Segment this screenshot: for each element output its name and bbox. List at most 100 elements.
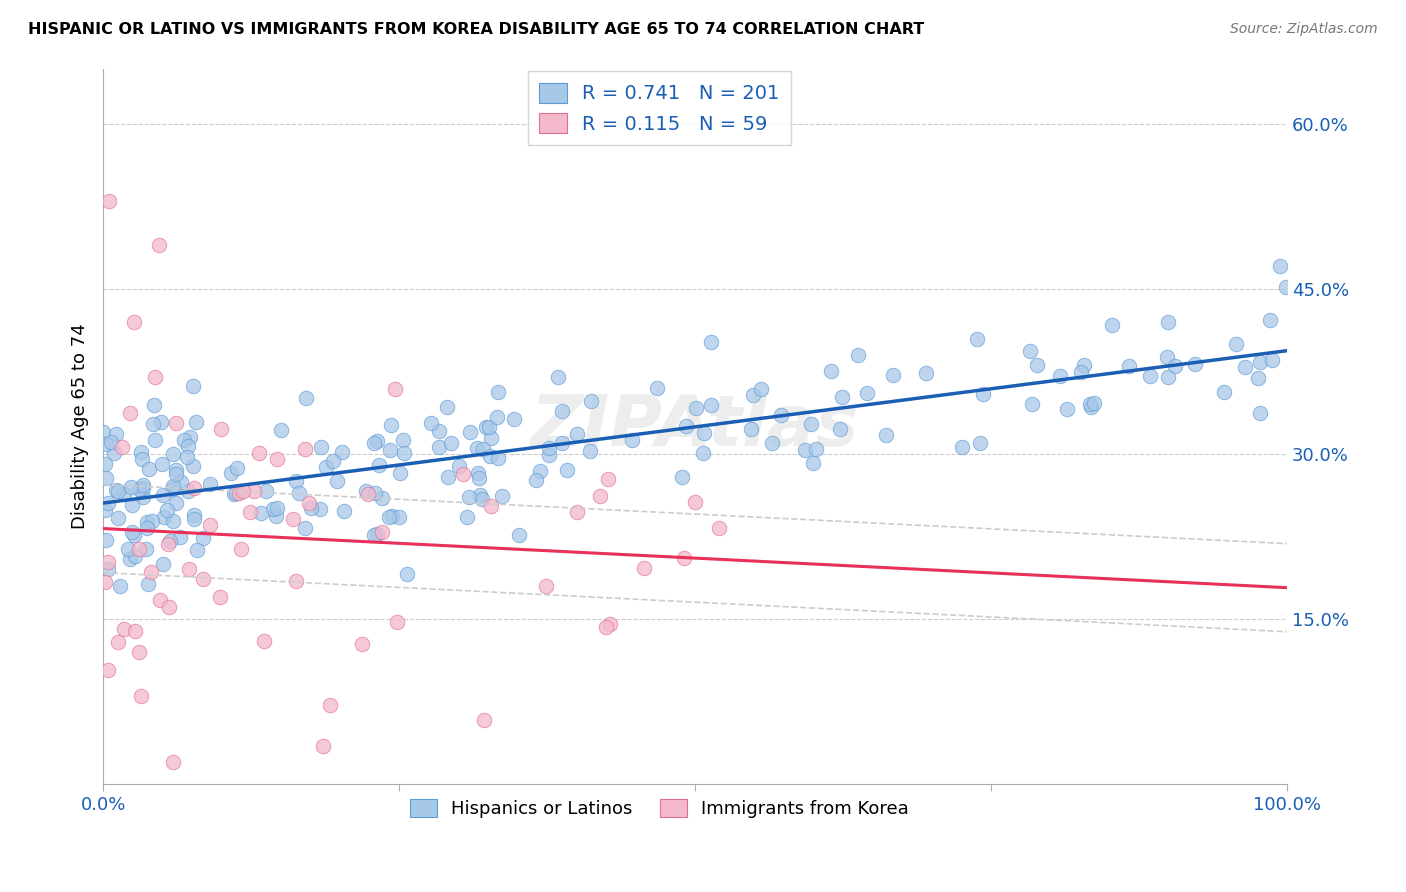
Point: [683, 495, 706, 509]
Point: [478, 419, 501, 434]
Point: [950, 440, 973, 454]
Point: [94, 437, 117, 451]
Point: [1026, 358, 1049, 372]
Point: [179, 430, 201, 444]
Point: [547, 369, 569, 384]
Point: [165, 467, 187, 481]
Point: [181, 458, 204, 473]
Point: [966, 332, 988, 346]
Point: [100, 434, 122, 449]
Point: [322, 454, 344, 468]
Point: [472, 713, 495, 727]
Point: [551, 404, 574, 418]
Point: [120, 406, 142, 420]
Point: [152, 557, 174, 571]
Point: [266, 451, 288, 466]
Point: [1156, 350, 1178, 364]
Point: [162, 756, 184, 770]
Point: [97, 496, 120, 510]
Point: [128, 482, 150, 496]
Point: [364, 486, 387, 500]
Point: [488, 384, 510, 399]
Legend: Hispanics or Latinos, Immigrants from Korea: Hispanics or Latinos, Immigrants from Ko…: [402, 792, 917, 825]
Point: [149, 593, 172, 607]
Point: [1157, 315, 1180, 329]
Point: [177, 483, 200, 498]
Point: [162, 447, 184, 461]
Point: [565, 505, 588, 519]
Point: [162, 479, 184, 493]
Point: [225, 486, 247, 500]
Point: [1249, 354, 1271, 368]
Point: [107, 511, 129, 525]
Point: [104, 426, 127, 441]
Point: [427, 424, 450, 438]
Point: [298, 496, 321, 510]
Point: [380, 442, 402, 457]
Point: [1213, 384, 1236, 399]
Point: [1184, 357, 1206, 371]
Text: ZIPAtlas: ZIPAtlas: [530, 392, 859, 461]
Point: [1078, 397, 1101, 411]
Point: [183, 512, 205, 526]
Point: [315, 459, 337, 474]
Point: [112, 622, 135, 636]
Point: [589, 489, 612, 503]
Point: [749, 382, 772, 396]
Point: [529, 464, 551, 478]
Point: [200, 477, 222, 491]
Point: [440, 436, 463, 450]
Point: [882, 368, 904, 382]
Point: [264, 509, 287, 524]
Point: [1164, 359, 1187, 373]
Point: [103, 446, 125, 460]
Point: [740, 422, 762, 436]
Point: [436, 470, 458, 484]
Point: [475, 420, 498, 434]
Point: [148, 237, 170, 252]
Point: [741, 388, 763, 402]
Point: [247, 446, 270, 460]
Point: [467, 467, 489, 481]
Point: [309, 502, 332, 516]
Point: [165, 463, 187, 477]
Point: [165, 495, 187, 509]
Point: [1021, 397, 1043, 411]
Point: [595, 619, 617, 633]
Point: [801, 456, 824, 470]
Point: [550, 435, 572, 450]
Point: [671, 470, 693, 484]
Point: [294, 442, 316, 457]
Point: [122, 315, 145, 329]
Point: [159, 534, 181, 549]
Point: [93, 503, 115, 517]
Point: [183, 481, 205, 495]
Point: [209, 422, 232, 436]
Point: [384, 382, 406, 396]
Point: [107, 484, 129, 499]
Point: [620, 434, 643, 448]
Point: [177, 439, 200, 453]
Point: [1070, 365, 1092, 379]
Point: [121, 525, 143, 540]
Point: [198, 517, 221, 532]
Point: [112, 487, 135, 501]
Point: [266, 500, 288, 515]
Point: [770, 408, 793, 422]
Point: [295, 392, 318, 406]
Point: [485, 410, 508, 425]
Point: [1249, 406, 1271, 420]
Point: [875, 427, 897, 442]
Point: [183, 508, 205, 523]
Point: [436, 401, 458, 415]
Point: [253, 634, 276, 648]
Point: [800, 417, 823, 431]
Point: [333, 504, 356, 518]
Point: [502, 412, 524, 426]
Point: [357, 486, 380, 500]
Point: [111, 440, 134, 454]
Point: [131, 451, 153, 466]
Point: [141, 514, 163, 528]
Point: [479, 499, 502, 513]
Point: [94, 574, 117, 589]
